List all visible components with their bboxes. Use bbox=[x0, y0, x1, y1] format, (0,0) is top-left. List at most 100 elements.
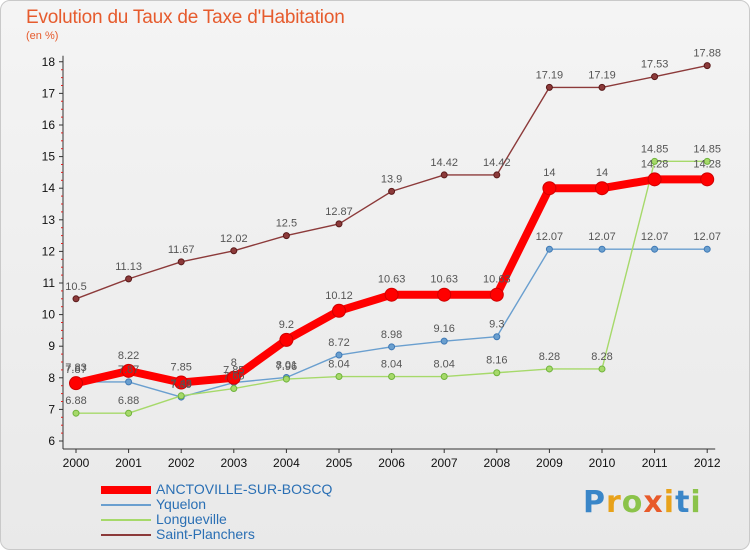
x-tick-label: 2012 bbox=[694, 456, 721, 470]
data-label: 10.5 bbox=[65, 281, 86, 293]
data-label: 7.85 bbox=[170, 362, 191, 374]
data-point bbox=[651, 245, 659, 253]
data-point bbox=[437, 287, 452, 302]
data-point bbox=[125, 409, 133, 417]
legend-swatch bbox=[101, 534, 151, 536]
data-point bbox=[335, 351, 343, 359]
y-tick-label: 11 bbox=[43, 276, 56, 290]
data-point bbox=[651, 73, 659, 81]
data-point bbox=[440, 171, 448, 179]
logo-letter: r bbox=[606, 485, 622, 520]
data-label: 8.72 bbox=[328, 337, 349, 349]
data-point bbox=[125, 275, 133, 283]
data-label: 10.12 bbox=[325, 290, 353, 302]
data-point bbox=[440, 373, 448, 381]
x-tick-label: 2001 bbox=[115, 456, 142, 470]
data-point bbox=[388, 187, 396, 195]
data-label: 7.43 bbox=[170, 378, 191, 390]
x-tick-label: 2003 bbox=[220, 456, 247, 470]
data-label: 7.39 bbox=[170, 379, 191, 391]
data-label: 14 bbox=[596, 167, 608, 179]
data-point bbox=[125, 378, 133, 386]
data-label: 8.28 bbox=[539, 351, 560, 363]
data-point bbox=[69, 376, 83, 391]
logo-letter: P bbox=[583, 485, 606, 520]
data-point bbox=[647, 172, 662, 187]
logo-letter: i bbox=[663, 485, 676, 520]
data-point bbox=[595, 181, 609, 196]
logo-letter: o bbox=[621, 485, 644, 520]
data-point bbox=[177, 392, 185, 400]
data-label: 12.5 bbox=[276, 218, 297, 230]
data-label: 10.63 bbox=[483, 274, 511, 286]
data-point bbox=[230, 247, 238, 255]
data-point bbox=[384, 287, 399, 302]
data-label: 8 bbox=[231, 357, 237, 369]
data-point bbox=[598, 245, 606, 253]
data-point bbox=[598, 83, 606, 91]
data-label: 6.88 bbox=[65, 395, 86, 407]
data-label: 8.04 bbox=[381, 359, 402, 371]
data-point bbox=[335, 373, 343, 381]
data-label: 14 bbox=[543, 167, 555, 179]
data-point bbox=[598, 365, 606, 373]
data-label: 14.28 bbox=[641, 158, 669, 170]
y-tick-label: 13 bbox=[42, 213, 56, 227]
x-tick-label: 2011 bbox=[642, 456, 668, 470]
x-tick-label: 2007 bbox=[431, 456, 458, 470]
data-label: 9.3 bbox=[489, 319, 504, 331]
data-label: 8.16 bbox=[486, 355, 507, 367]
data-point bbox=[440, 337, 448, 345]
data-label: 17.53 bbox=[641, 59, 669, 71]
data-point bbox=[545, 245, 553, 253]
data-label: 7.85 bbox=[223, 365, 244, 377]
legend-label: Longueville bbox=[156, 511, 227, 527]
data-label: 12.87 bbox=[325, 206, 353, 218]
data-label: 17.19 bbox=[536, 69, 564, 81]
data-point bbox=[388, 373, 396, 381]
data-label: 11.67 bbox=[168, 244, 195, 256]
x-tick-label: 2010 bbox=[589, 456, 616, 470]
data-label: 7.87 bbox=[118, 364, 139, 376]
series-layer bbox=[69, 62, 715, 417]
x-tick-label: 2006 bbox=[378, 456, 405, 470]
data-label: 11.13 bbox=[115, 261, 142, 273]
data-point bbox=[493, 369, 501, 377]
data-point bbox=[545, 83, 553, 91]
y-tick-label: 14 bbox=[42, 181, 56, 195]
proxiti-logo: Proxiti bbox=[583, 485, 702, 520]
legend-label: Yquelon bbox=[156, 496, 207, 512]
data-point bbox=[703, 62, 711, 70]
data-label: 17.88 bbox=[693, 48, 721, 60]
x-tick-label: 2008 bbox=[483, 456, 510, 470]
data-point bbox=[282, 232, 290, 240]
data-point bbox=[72, 295, 80, 303]
data-point bbox=[493, 333, 501, 341]
y-tick-label: 18 bbox=[42, 55, 56, 69]
x-tick-label: 2004 bbox=[273, 456, 300, 470]
logo-letter: t bbox=[675, 485, 691, 520]
data-point bbox=[700, 172, 715, 187]
data-label: 8.28 bbox=[591, 351, 612, 363]
y-tick-label: 16 bbox=[42, 118, 56, 132]
data-label: 14.28 bbox=[693, 158, 721, 170]
data-label: 7.87 bbox=[65, 364, 86, 376]
data-label: 8.04 bbox=[328, 359, 349, 371]
data-point bbox=[174, 375, 189, 390]
data-label: 17.19 bbox=[588, 69, 616, 81]
data-label: 12.07 bbox=[536, 231, 564, 243]
data-label: 7.96 bbox=[276, 361, 297, 373]
data-label: 12.07 bbox=[693, 231, 721, 243]
data-point bbox=[545, 365, 553, 373]
data-point bbox=[177, 258, 185, 266]
data-point bbox=[72, 409, 80, 417]
data-point bbox=[226, 370, 241, 385]
data-point bbox=[121, 363, 136, 378]
axes: 6 7 8 9 10 11 12 13 14 15 16 17 18 2000 2001 2002 2003 20… bbox=[42, 55, 721, 470]
y-tick-label: 15 bbox=[42, 150, 56, 164]
data-point bbox=[279, 332, 294, 347]
legend-label: ANCTOVILLE-SUR-BOSCQ bbox=[156, 481, 333, 497]
data-point bbox=[388, 343, 396, 351]
y-tick-label: 9 bbox=[48, 339, 55, 353]
